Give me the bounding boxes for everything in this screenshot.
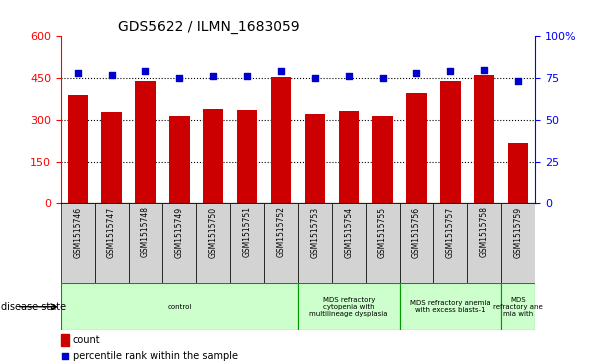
Bar <box>169 115 190 203</box>
Text: percentile rank within the sample: percentile rank within the sample <box>73 351 238 361</box>
Text: GSM1515758: GSM1515758 <box>480 207 489 257</box>
Bar <box>406 93 427 203</box>
Point <box>378 75 387 81</box>
Bar <box>61 283 298 330</box>
Bar <box>365 203 399 283</box>
Bar <box>298 283 399 330</box>
Point <box>513 78 523 84</box>
Text: GSM1515746: GSM1515746 <box>73 207 82 258</box>
Text: GSM1515752: GSM1515752 <box>277 207 286 257</box>
Text: GDS5622 / ILMN_1683059: GDS5622 / ILMN_1683059 <box>118 20 299 34</box>
Text: GSM1515756: GSM1515756 <box>412 207 421 258</box>
Bar <box>339 111 359 203</box>
Text: MDS
refractory ane
mia with: MDS refractory ane mia with <box>493 297 543 317</box>
Bar <box>264 203 298 283</box>
Bar <box>67 95 88 203</box>
Bar <box>237 110 257 203</box>
Text: GSM1515748: GSM1515748 <box>141 207 150 257</box>
Point <box>412 70 421 76</box>
Text: GSM1515757: GSM1515757 <box>446 207 455 258</box>
Text: GSM1515749: GSM1515749 <box>175 207 184 258</box>
Bar <box>508 143 528 203</box>
Bar <box>305 114 325 203</box>
Point <box>310 75 320 81</box>
Point <box>60 353 70 359</box>
Point <box>479 67 489 73</box>
Bar <box>501 283 535 330</box>
Bar <box>196 203 230 283</box>
Text: GSM1515755: GSM1515755 <box>378 207 387 258</box>
Point <box>73 70 83 76</box>
Text: GSM1515751: GSM1515751 <box>243 207 252 257</box>
Bar <box>95 203 128 283</box>
Point <box>344 73 354 79</box>
Bar <box>271 77 291 203</box>
Bar <box>162 203 196 283</box>
Text: MDS refractory
cytopenia with
multilineage dysplasia: MDS refractory cytopenia with multilinea… <box>309 297 388 317</box>
Text: GSM1515754: GSM1515754 <box>344 207 353 258</box>
Bar <box>203 109 223 203</box>
Text: GSM1515750: GSM1515750 <box>209 207 218 258</box>
Bar <box>136 81 156 203</box>
Bar <box>128 203 162 283</box>
Point <box>446 69 455 74</box>
Bar <box>399 203 434 283</box>
Bar <box>474 75 494 203</box>
Bar <box>399 283 501 330</box>
Bar <box>332 203 365 283</box>
Point <box>276 69 286 74</box>
Bar <box>468 203 501 283</box>
Bar <box>440 81 460 203</box>
Text: disease state: disease state <box>1 302 66 312</box>
Bar <box>102 112 122 203</box>
Point <box>174 75 184 81</box>
Text: GSM1515753: GSM1515753 <box>310 207 319 258</box>
Point <box>140 69 150 74</box>
Bar <box>373 115 393 203</box>
Bar <box>230 203 264 283</box>
Bar <box>434 203 468 283</box>
Text: count: count <box>73 335 100 345</box>
Bar <box>298 203 332 283</box>
Point <box>209 73 218 79</box>
Bar <box>501 203 535 283</box>
Bar <box>61 334 69 346</box>
Text: GSM1515759: GSM1515759 <box>514 207 523 258</box>
Text: MDS refractory anemia
with excess blasts-1: MDS refractory anemia with excess blasts… <box>410 300 491 313</box>
Bar <box>61 203 95 283</box>
Text: control: control <box>167 304 192 310</box>
Point <box>242 73 252 79</box>
Point <box>107 72 117 78</box>
Text: GSM1515747: GSM1515747 <box>107 207 116 258</box>
